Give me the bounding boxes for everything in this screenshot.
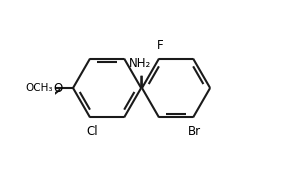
Text: F: F (156, 39, 163, 52)
Text: Br: Br (187, 125, 201, 138)
Text: O: O (53, 81, 62, 95)
Text: NH₂: NH₂ (129, 57, 151, 70)
Text: Cl: Cl (86, 125, 98, 138)
Text: OCH₃: OCH₃ (26, 83, 53, 93)
